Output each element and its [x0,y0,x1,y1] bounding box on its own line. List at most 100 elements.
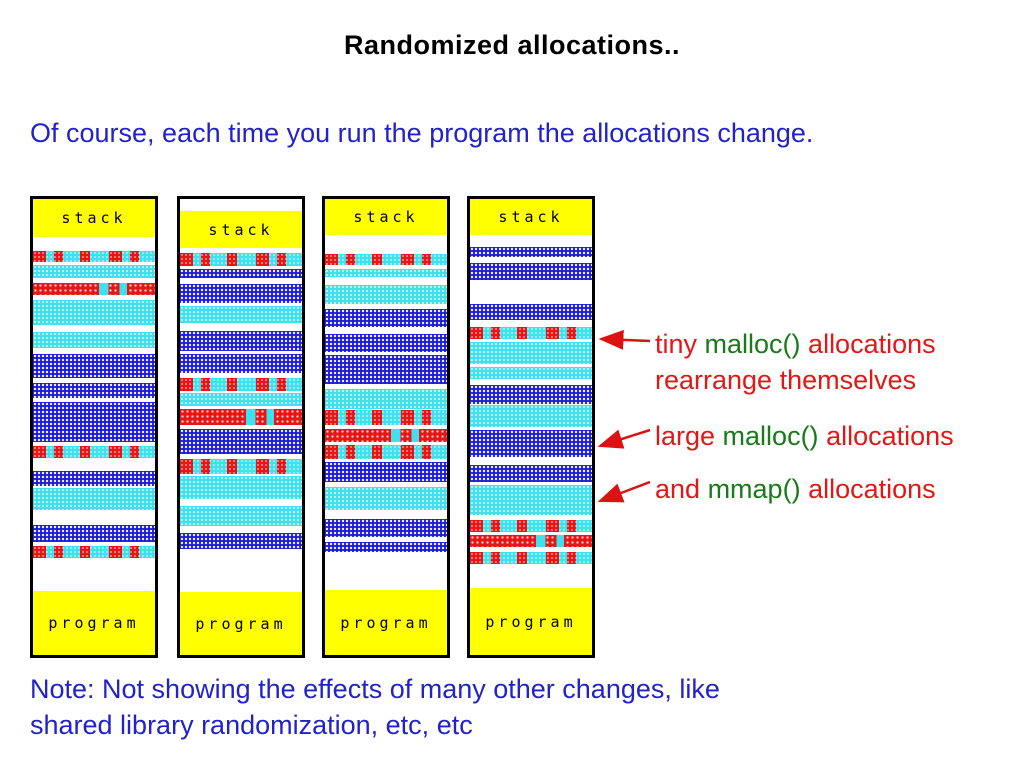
memory-column-4: stack program [467,196,595,658]
segment-large [325,355,447,384]
segment-gap [33,442,155,446]
stack-label: stack [208,220,274,239]
segment-gap [470,339,592,342]
annotation-text: allocations [800,474,936,504]
segment-gap [180,303,302,306]
segment-mmap [470,405,592,427]
segment-gap [180,391,302,393]
note-line-1: Note: Not showing the effects of many ot… [30,674,720,704]
stack-region: stack [180,211,302,248]
segment-gap [180,323,302,331]
segment-large [325,519,447,537]
segment-large [470,465,592,482]
segment-gap [180,549,302,592]
segment-gap [325,327,447,334]
segment-large [180,269,302,278]
segment-large [33,525,155,542]
annotation-text: tiny [655,329,705,359]
segment-gap [33,458,155,471]
segment-tiny [325,410,447,425]
segment-gap [470,482,592,485]
segment-tiny [325,445,447,459]
segment-mmap [33,488,155,510]
segment-gap [325,409,447,410]
segment-gap [33,398,155,402]
segment-gap [470,364,592,367]
segment-gap [325,384,447,389]
program-region: program [180,592,302,655]
segment-mmap [33,300,155,325]
segment-large [325,334,447,352]
program-label: program [195,614,287,633]
segment-gap [470,532,592,535]
segment-mmap [33,265,155,278]
slide-title: Randomized allocations.. [343,30,681,60]
stack-region: stack [325,199,447,235]
segment-mmap [325,285,447,304]
segment-large [33,402,155,442]
segment-large [470,263,592,280]
segment-gap [470,457,592,465]
segment-gap [325,352,447,355]
segment-large [470,304,592,320]
segment-large [325,462,447,482]
segment-mmap [33,332,155,348]
segment-large [33,383,155,398]
segment-gap [33,542,155,546]
segment-tiny [33,446,155,458]
segment-large [33,471,155,486]
segment-gap [325,265,447,269]
segment-gap [180,248,302,253]
segment-gap [470,235,592,247]
segment-gap [180,454,302,459]
segment-gap [325,459,447,462]
segment-gap [180,199,302,211]
segment-gap [325,442,447,445]
segment-gap [470,564,592,588]
segment-large [180,533,302,549]
segment-gap [180,406,302,409]
program-label: program [485,612,577,631]
segment-mmap [470,485,592,515]
annotation-line: rearrange themselves [655,365,917,395]
segment-red [470,535,592,547]
segment-mmap [180,476,302,499]
segment-gap [325,482,447,487]
segment-tiny [470,552,592,564]
segment-gap [33,237,155,251]
segment-tiny [325,254,447,265]
program-label: program [48,614,140,632]
annotation-line: tiny malloc() allocations [655,326,936,362]
segment-gap [180,266,302,269]
annotation-line: and mmap() allocations [655,471,936,507]
segment-gap [33,262,155,265]
segment-large [470,430,592,457]
stack-label: stack [61,209,127,227]
segment-tiny [33,546,155,558]
segment-gap [180,278,302,284]
segment-gap [33,325,155,332]
segment-gap [470,280,592,304]
segment-gap [33,295,155,300]
segment-gap [33,558,155,591]
bottom-note: Note: Not showing the effects of many ot… [30,671,930,743]
annotation-text: allocations [818,421,954,451]
segment-mmap [470,342,592,364]
large-malloc-arrow [597,428,651,449]
segment-tiny [180,253,302,266]
segment-large [470,247,592,257]
program-region: program [470,588,592,655]
tiny-malloc-arrow [598,329,651,350]
segment-tiny [180,378,302,391]
annotation-text: and [655,474,708,504]
segment-gap [470,515,592,520]
segment-large [180,284,302,303]
segment-tiny [180,459,302,474]
segment-tiny [470,327,592,339]
program-region: program [325,590,447,655]
segment-tiny [33,251,155,262]
segment-gap [180,425,302,429]
segment-gap [180,526,302,533]
segment-mmap [325,269,447,277]
